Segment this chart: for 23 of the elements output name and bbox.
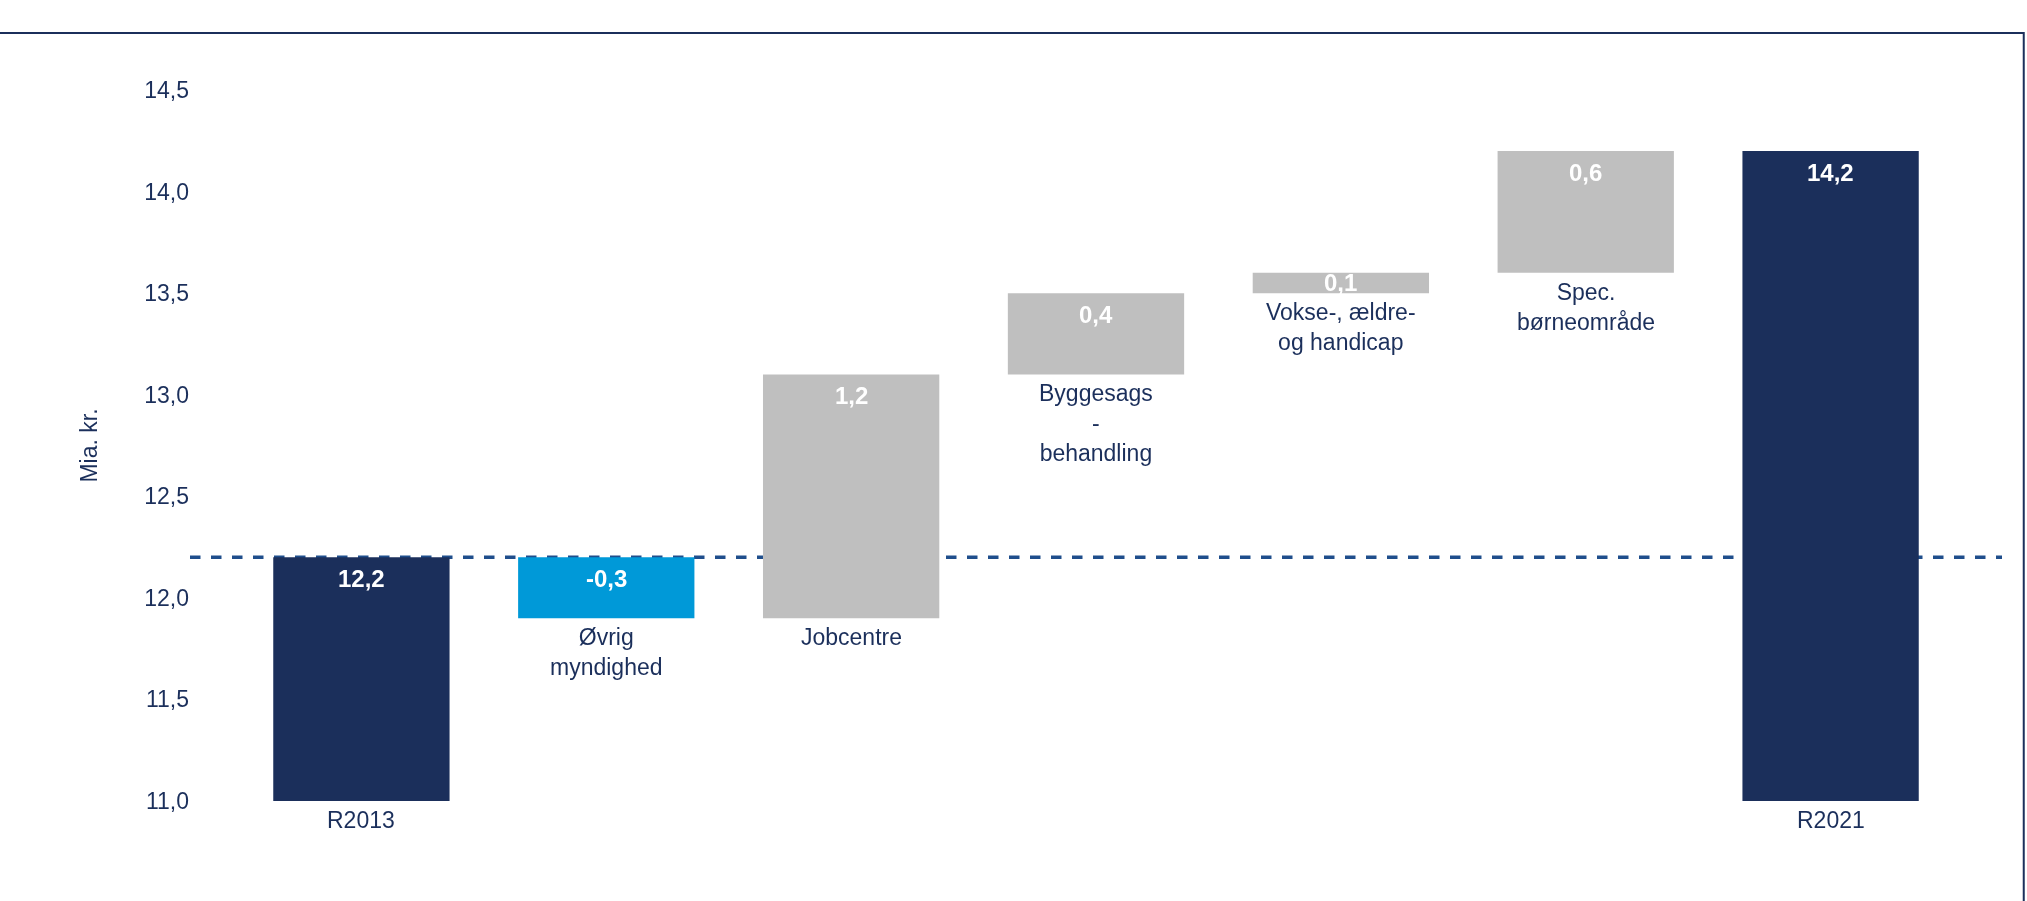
x-tick-label: Byggesags - behandling <box>1039 380 1153 466</box>
data-label: -0,3 <box>586 565 628 592</box>
data-label: 0,6 <box>1569 159 1603 186</box>
y-tick-label: 14,5 <box>144 77 189 104</box>
x-tick-label: Jobcentre <box>801 624 903 650</box>
y-tick-label: 12,0 <box>144 584 189 611</box>
data-label: 0,4 <box>1079 301 1114 328</box>
y-tick-label: 13,0 <box>144 381 189 408</box>
y-tick-label: 13,5 <box>144 280 189 307</box>
x-tick-label: Øvrig myndighed <box>550 624 663 680</box>
data-label: 12,2 <box>338 565 385 592</box>
data-label: 14,2 <box>1807 159 1854 186</box>
data-label: 0,1 <box>1324 269 1358 296</box>
data-label: 1,2 <box>835 382 869 409</box>
x-tick-label: Spec. børneområde <box>1517 279 1656 335</box>
y-tick-label: 12,5 <box>144 483 189 510</box>
y-tick-label: 14,0 <box>144 178 189 205</box>
y-tick-label: 11,5 <box>145 686 189 713</box>
x-tick-label: Vokse-, ældre- og handicap <box>1266 299 1416 355</box>
y-axis-title: Mia. kr. <box>75 408 102 483</box>
y-tick-label: 11,0 <box>145 788 189 815</box>
x-tick-label: R2021 <box>1797 807 1865 833</box>
x-tick-label: R2013 <box>327 807 395 833</box>
